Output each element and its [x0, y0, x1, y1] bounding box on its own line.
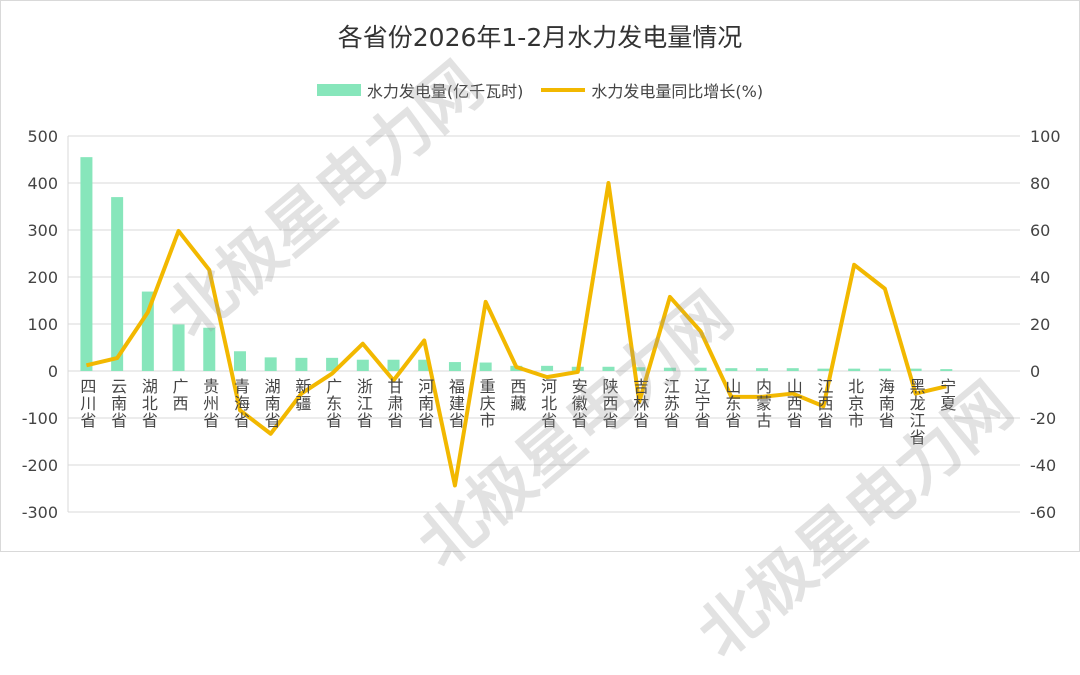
x-tick-label: 陕西省 — [599, 378, 617, 429]
x-tick-label: 云南省 — [108, 378, 126, 429]
bar — [848, 369, 860, 371]
bar — [173, 324, 185, 371]
x-tick-label: 新疆 — [292, 378, 310, 412]
bar — [234, 351, 246, 371]
y-right-tick-label: -60 — [1030, 503, 1056, 522]
y-left-tick-label: 100 — [27, 315, 58, 334]
x-tick-label: 山东省 — [722, 378, 740, 429]
x-tick-label: 安徽省 — [569, 378, 587, 429]
x-tick-label: 内蒙古 — [753, 378, 771, 429]
y-left-tick-label: 0 — [48, 362, 58, 381]
bar — [817, 369, 829, 371]
bar — [695, 368, 707, 371]
bar — [449, 362, 461, 371]
bar — [910, 369, 922, 371]
x-tick-label: 宁夏 — [937, 378, 955, 412]
x-tick-label: 江西省 — [814, 378, 832, 429]
x-tick-label: 北京市 — [845, 378, 863, 429]
x-tick-label: 甘肃省 — [385, 378, 403, 429]
y-right-tick-label: -20 — [1030, 409, 1056, 428]
bar — [265, 357, 277, 371]
y-right-tick-label: 60 — [1030, 221, 1050, 240]
y-right-tick-label: 80 — [1030, 174, 1050, 193]
y-left-tick-label: -300 — [22, 503, 58, 522]
x-tick-label: 广西 — [170, 378, 188, 412]
x-tick-label: 辽宁省 — [692, 378, 710, 429]
bar — [80, 157, 92, 371]
bar — [725, 368, 737, 371]
y-right-tick-label: 100 — [1030, 127, 1061, 146]
bar — [541, 366, 553, 371]
x-tick-label: 湖北省 — [139, 378, 157, 429]
bar — [480, 363, 492, 371]
x-tick-label: 吉林省 — [630, 378, 648, 429]
bar — [602, 367, 614, 371]
x-tick-label: 湖南省 — [262, 378, 280, 429]
x-tick-label: 重庆市 — [477, 378, 495, 429]
x-tick-label: 青海省 — [231, 378, 249, 429]
bar — [756, 368, 768, 371]
x-tick-label: 浙江省 — [354, 378, 372, 429]
x-tick-label: 河南省 — [415, 378, 433, 429]
chart-plot: -300-200-1000100200300400500-60-40-20020… — [0, 0, 1080, 552]
x-tick-label: 河北省 — [538, 378, 556, 429]
bar — [787, 368, 799, 371]
y-left-tick-label: 200 — [27, 268, 58, 287]
y-left-tick-label: 500 — [27, 127, 58, 146]
y-right-tick-label: 20 — [1030, 315, 1050, 334]
y-right-tick-label: 40 — [1030, 268, 1050, 287]
y-left-tick-label: -100 — [22, 409, 58, 428]
bar — [940, 369, 952, 371]
bar — [111, 197, 123, 371]
x-tick-label: 福建省 — [446, 378, 464, 429]
bar — [203, 328, 215, 371]
bar — [357, 360, 369, 371]
x-tick-label: 江苏省 — [661, 378, 679, 429]
growth-line — [86, 183, 946, 485]
bar — [295, 358, 307, 371]
bar — [879, 369, 891, 371]
bar — [664, 368, 676, 371]
bar — [388, 360, 400, 371]
y-left-tick-label: 400 — [27, 174, 58, 193]
y-right-tick-label: 0 — [1030, 362, 1040, 381]
y-left-tick-label: 300 — [27, 221, 58, 240]
x-tick-label: 四川省 — [77, 378, 95, 429]
x-tick-label: 贵州省 — [200, 378, 218, 429]
y-right-tick-label: -40 — [1030, 456, 1056, 475]
y-left-tick-label: -200 — [22, 456, 58, 475]
x-tick-label: 海南省 — [876, 378, 894, 429]
x-tick-label: 广东省 — [323, 378, 341, 429]
x-tick-label: 黑龙江省 — [907, 378, 925, 446]
x-tick-label: 西藏 — [507, 378, 525, 412]
x-tick-label: 山西省 — [784, 378, 802, 429]
